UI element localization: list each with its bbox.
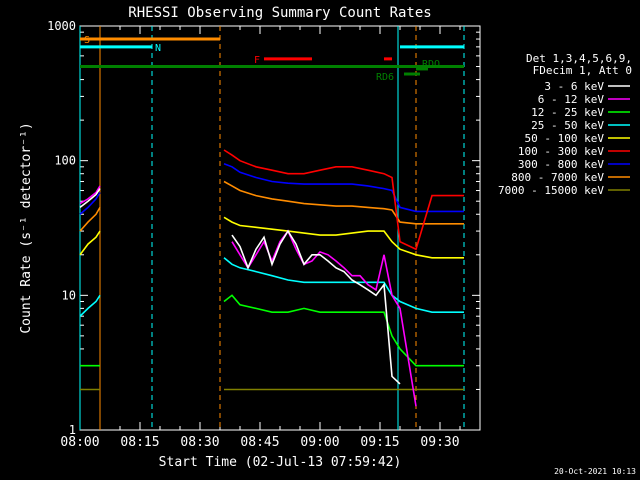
x-tick-label: 09:30 — [420, 435, 459, 450]
legend-entry-label: 300 - 800 keV — [518, 158, 604, 171]
series-line — [223, 180, 464, 225]
series-line — [223, 216, 464, 259]
x-tick-label: 08:45 — [240, 435, 279, 450]
y-axis-label: Count Rate (s⁻¹ detector⁻¹) — [19, 122, 34, 333]
legend-entry-label: 3 - 6 keV — [544, 80, 604, 93]
series-line — [79, 192, 101, 215]
chart-axes: 08:00 08:15 08:30 08:45 09:00 09:15 09:30 1 10 10… — [47, 19, 481, 450]
flag-label: RDO — [422, 59, 440, 70]
flag-label: RD6 — [376, 72, 394, 83]
x-tick-label: 09:00 — [300, 435, 339, 450]
series-line — [231, 229, 401, 385]
y-tick-label: 1000 — [47, 19, 76, 33]
x-tick-label: 08:00 — [60, 435, 99, 450]
legend-entry-label: 7000 - 15000 keV — [498, 184, 604, 197]
series-line — [231, 229, 417, 407]
series-line — [223, 257, 464, 314]
legend-header: Det 1,3,4,5,6,9, — [526, 52, 632, 65]
series-line — [223, 294, 464, 367]
y-tick-label: 10 — [62, 288, 76, 302]
legend-entry-label: 12 - 25 keV — [531, 106, 604, 119]
legend: Det 1,3,4,5,6,9,FDecim 1, Att 0 3 - 6 keV… — [498, 52, 632, 197]
footer-date: 20-Oct-2021 10:13 — [554, 467, 636, 476]
legend-entry-label: 800 - 7000 keV — [511, 171, 604, 184]
flag-label: F — [254, 55, 260, 66]
series-line — [79, 185, 101, 205]
series-line — [79, 188, 101, 209]
legend-entry-label: 100 - 300 keV — [518, 145, 604, 158]
series-line — [223, 149, 464, 251]
plot-area: S N F RD6 RDO — [79, 26, 465, 430]
x-tick-label: 08:15 — [120, 435, 159, 450]
legend-header: FDecim 1, Att 0 — [533, 64, 632, 77]
series-line — [223, 162, 464, 213]
x-tick-label: 08:30 — [180, 435, 219, 450]
x-tick-label: 09:15 — [360, 435, 399, 450]
x-axis-label: Start Time (02-Jul-13 07:59:42) — [159, 455, 402, 470]
legend-entry-label: 25 - 50 keV — [531, 119, 604, 132]
series-line — [79, 294, 101, 317]
chart-title: RHESSI Observing Summary Count Rates — [128, 5, 431, 21]
y-tick-label: 100 — [54, 154, 76, 168]
series-line — [79, 206, 101, 232]
series-line — [79, 230, 101, 256]
plot-frame — [79, 25, 481, 431]
flag-label: S — [84, 35, 90, 46]
legend-entry-label: 50 - 100 keV — [525, 132, 605, 145]
flag-label: N — [155, 43, 161, 54]
y-tick-label: 1 — [69, 423, 76, 437]
legend-entry-label: 6 - 12 keV — [538, 93, 605, 106]
